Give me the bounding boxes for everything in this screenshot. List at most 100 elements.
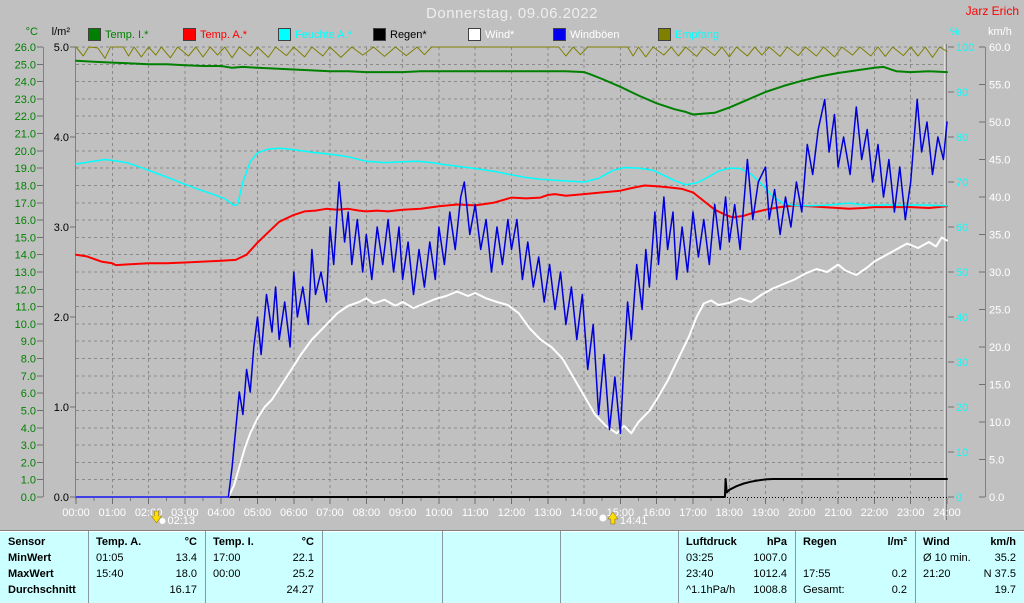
table-cell-value: 1008.8	[753, 584, 787, 596]
x-tick-label: 07:00	[316, 507, 344, 519]
chart-legend: Temp. I.* Temp. A.* Feuchte A.* Regen* Wind*…	[0, 28, 1024, 43]
temp-c-tick-label: 5.0	[21, 405, 36, 417]
x-tick-label: 08:00	[353, 507, 381, 519]
table-col-header: Temp. A.	[96, 536, 142, 548]
empfang-swatch-icon	[658, 28, 671, 41]
series-temp_i-line	[75, 59, 948, 116]
temp-c-tick-label: 17.0	[15, 198, 36, 210]
table-col-unit: °C	[184, 536, 197, 548]
arrow-down-icon	[150, 510, 162, 524]
table-col-header: Wind	[923, 536, 950, 548]
table-column-separator	[205, 531, 206, 603]
series-windboeen-line	[75, 98, 948, 498]
x-tick-label: 19:00	[752, 507, 780, 519]
x-tick-label: 04:00	[207, 507, 235, 519]
temp-c-tick-label: 11.0	[15, 302, 36, 314]
temp-c-tick-label: 21.0	[15, 129, 36, 141]
humidity-pct-tick-label: 60	[956, 222, 968, 234]
table-col-header: Regen	[803, 536, 837, 548]
x-tick-label: 09:00	[389, 507, 417, 519]
temp-c-tick-label: 24.0	[15, 77, 36, 89]
axis-unit-wind-kmh: km/h	[988, 26, 1012, 38]
table-cell-time: 17:55	[803, 568, 831, 580]
wind-kmh-tick-label: 10.0	[989, 417, 1010, 429]
wind-kmh-tick-label: 15.0	[989, 380, 1010, 392]
series-wind-line	[75, 236, 948, 498]
table-cell-value: 22.1	[292, 552, 314, 564]
temp-c-tick-label: 7.0	[21, 371, 36, 383]
series-feuchte_a-line	[75, 147, 948, 207]
table-cell-time: Ø 10 min.	[923, 552, 971, 564]
legend-item-regen[interactable]: Regen*	[373, 28, 427, 41]
table-col-unit: l/m²	[887, 536, 907, 548]
legend-item-feuchte_a[interactable]: Feuchte A.*	[278, 28, 352, 41]
temp_a-swatch-icon	[183, 28, 196, 41]
arrow-up-icon	[607, 511, 619, 525]
x-tick-label: 11:00	[462, 507, 489, 519]
humidity-pct-tick-label: 80	[956, 132, 968, 144]
x-tick-label: 22:00	[861, 507, 889, 519]
table-cell-value: 1007.0	[753, 552, 787, 564]
table-col-unit: hPa	[766, 536, 787, 548]
temp-c-tick-label: 6.0	[21, 388, 36, 400]
x-tick-label: 23:00	[897, 507, 925, 519]
x-tick-label: 20:00	[788, 507, 816, 519]
x-tick-label: 18:00	[715, 507, 743, 519]
user-name-label: Jarz Erich	[965, 4, 1019, 18]
temp-c-tick-label: 18.0	[15, 180, 36, 192]
x-tick-label: 16:00	[643, 507, 671, 519]
temp-c-tick-label: 9.0	[21, 336, 36, 348]
table-cell-time: Gesamt:	[803, 584, 845, 596]
wind-kmh-tick-label: 40.0	[989, 192, 1010, 204]
table-cell-time: ^1.1hPa/h	[686, 584, 736, 596]
x-tick-label: 17:00	[679, 507, 707, 519]
x-tick-label: 10:00	[425, 507, 453, 519]
feuchte_a-swatch-icon	[278, 28, 291, 41]
rain-lm2-tick-label: 2.0	[54, 312, 69, 324]
regen-swatch-icon	[373, 28, 386, 41]
humidity-pct-tick-label: 100	[956, 42, 974, 54]
table-cell-value: 24.27	[286, 584, 314, 596]
event-marker-down: 02:13	[150, 510, 195, 527]
rain-lm2-tick-label: 4.0	[54, 132, 69, 144]
table-column-separator	[442, 531, 443, 603]
temp-c-tick-label: 23.0	[15, 94, 36, 106]
rain-lm2-tick-label: 3.0	[54, 222, 69, 234]
legend-item-empfang[interactable]: Empfang	[658, 28, 719, 41]
legend-item-windboeen[interactable]: Windböen	[553, 28, 620, 41]
temp-c-tick-label: 20.0	[15, 146, 36, 158]
table-row-label: MaxWert	[8, 568, 54, 580]
table-col-unit: km/h	[990, 536, 1016, 548]
legend-label: Wind*	[485, 28, 515, 41]
table-row-label: MinWert	[8, 552, 52, 564]
legend-item-temp_a[interactable]: Temp. A.*	[183, 28, 247, 41]
windboeen-swatch-icon	[553, 28, 566, 41]
humidity-pct-tick-label: 40	[956, 312, 968, 324]
x-tick-label: 03:00	[171, 507, 199, 519]
table-cell-time: 00:00	[213, 568, 241, 580]
temp-c-tick-label: 22.0	[15, 111, 36, 123]
legend-item-temp_i[interactable]: Temp. I.*	[88, 28, 148, 41]
temp-c-tick-label: 4.0	[21, 423, 36, 435]
legend-item-wind[interactable]: Wind*	[468, 28, 514, 41]
temp-c-tick-label: 3.0	[21, 440, 36, 452]
wind-kmh-tick-label: 35.0	[989, 230, 1010, 242]
statistics-table: Sensor MinWert MaxWert Durchschnitt Temp. A.…	[0, 530, 1024, 603]
moon-dot-icon	[159, 518, 166, 524]
wind-kmh-tick-label: 25.0	[989, 305, 1010, 317]
series-regen-line	[75, 478, 948, 498]
table-cell-value: 35.2	[994, 552, 1016, 564]
axis-unit-rain-lm2: l/m²	[51, 26, 70, 38]
table-cell-value: 19.7	[994, 584, 1016, 596]
table-cell-value: N 37.5	[983, 568, 1016, 580]
temp-c-tick-label: 26.0	[15, 42, 36, 54]
table-cell-value: 25.2	[292, 568, 314, 580]
rain-lm2-tick-label: 0.0	[54, 492, 69, 504]
table-column-separator	[915, 531, 916, 603]
wind-swatch-icon	[468, 28, 481, 41]
x-tick-label: 01:00	[99, 507, 127, 519]
table-col-header: Temp. I.	[213, 536, 254, 548]
humidity-pct-tick-label: 30	[956, 357, 968, 369]
legend-label: Temp. I.*	[105, 28, 149, 41]
temp-c-tick-label: 12.0	[15, 284, 36, 296]
